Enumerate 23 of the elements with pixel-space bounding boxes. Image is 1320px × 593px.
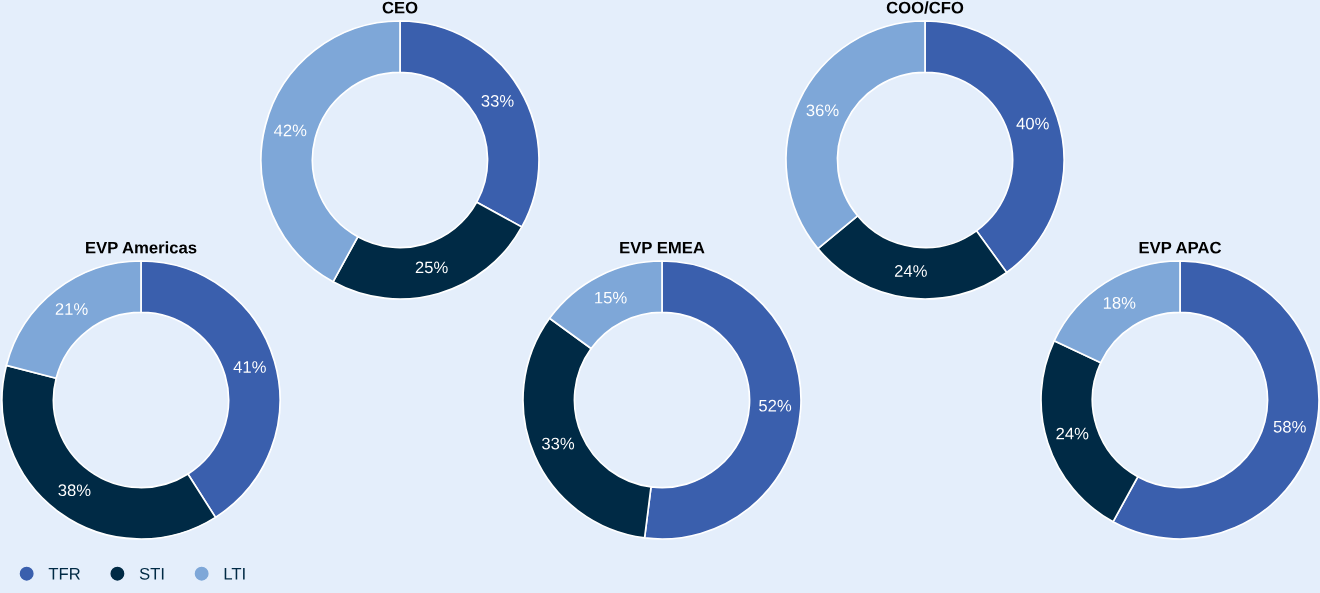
data-label: 40% bbox=[1016, 117, 1049, 130]
legend-label: STI bbox=[139, 567, 164, 580]
data-label: 58% bbox=[1273, 420, 1306, 433]
data-label: 36% bbox=[806, 104, 839, 117]
data-label: 33% bbox=[541, 437, 575, 450]
data-label: 25% bbox=[415, 261, 448, 274]
chart-title: COO/CFO bbox=[886, 1, 964, 14]
chart-title: EVP EMEA bbox=[620, 241, 705, 254]
data-label: 42% bbox=[273, 124, 307, 137]
chart-title: EVP APAC bbox=[1139, 241, 1222, 254]
data-label: 52% bbox=[759, 399, 792, 412]
chart-title: EVP Americas bbox=[86, 241, 197, 254]
data-label: 18% bbox=[1103, 297, 1136, 309]
data-label: 21% bbox=[55, 303, 88, 315]
data-label: 24% bbox=[894, 265, 927, 277]
data-label: 33% bbox=[481, 95, 514, 107]
data-label: 38% bbox=[58, 484, 91, 497]
legend-label: LTI bbox=[224, 568, 245, 580]
data-label: 24% bbox=[1056, 427, 1089, 440]
data-label: 41% bbox=[233, 361, 266, 373]
chart-title: CEO bbox=[382, 1, 418, 14]
data-label: 15% bbox=[595, 291, 627, 304]
legend-label: TFR bbox=[48, 568, 80, 580]
